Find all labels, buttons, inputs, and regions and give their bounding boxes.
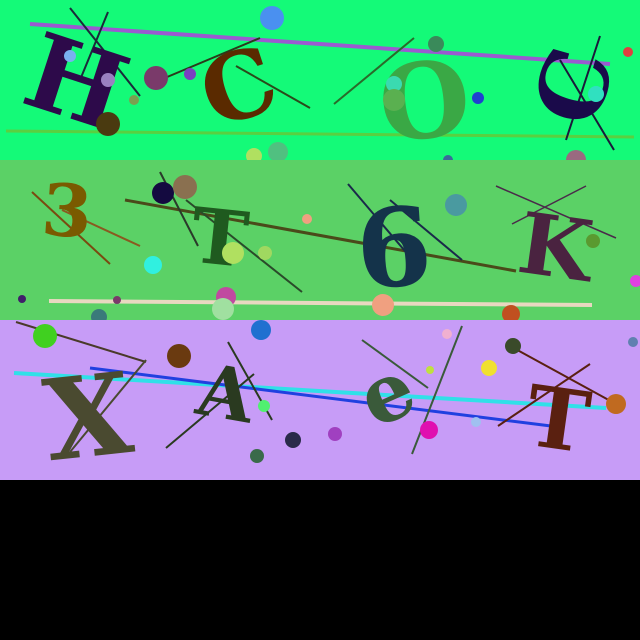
captcha-character: 3 <box>39 166 95 254</box>
noise-dot <box>630 275 640 287</box>
noise-line <box>69 7 141 97</box>
captcha-character: K <box>513 193 602 302</box>
noise-dot <box>258 400 270 412</box>
noise-dot <box>606 394 626 414</box>
noise-line <box>497 363 591 427</box>
noise-dot <box>505 338 521 354</box>
noise-dot <box>285 432 301 448</box>
noise-dot <box>144 66 168 90</box>
band-top-canvas: H C O C <box>0 0 640 160</box>
noise-dot <box>302 214 312 224</box>
noise-dot <box>129 95 139 105</box>
noise-line <box>361 339 429 389</box>
noise-line <box>13 371 607 410</box>
noise-line <box>48 299 593 307</box>
noise-line <box>347 183 417 265</box>
noise-dot <box>481 360 497 376</box>
empty-background <box>0 480 640 640</box>
captcha-band-top: H C O C <box>0 0 640 160</box>
noise-dot <box>212 298 234 320</box>
noise-dot <box>101 73 115 87</box>
noise-dot <box>420 421 438 439</box>
noise-line <box>389 199 463 261</box>
band-middle-canvas: 3 T 6 K <box>0 160 640 320</box>
noise-dot <box>268 142 288 160</box>
noise-line <box>165 373 255 449</box>
noise-dot <box>623 47 633 57</box>
noise-dot <box>96 112 120 136</box>
band-bottom-canvas: X A e T <box>0 320 640 480</box>
noise-dot <box>588 86 604 102</box>
noise-dot <box>566 150 586 160</box>
noise-dot <box>445 194 467 216</box>
captcha-character: 6 <box>352 183 436 314</box>
band-bottom-background <box>0 320 640 480</box>
captcha-character: X <box>38 348 138 480</box>
noise-line <box>509 345 617 405</box>
noise-dot <box>113 296 121 304</box>
noise-dot <box>33 324 57 348</box>
noise-dot <box>258 246 272 260</box>
noise-dot <box>173 175 197 199</box>
noise-dot <box>260 6 284 30</box>
noise-line <box>69 359 147 453</box>
noise-dot <box>586 234 600 248</box>
noise-dot <box>144 256 162 274</box>
noise-line <box>495 185 617 239</box>
noise-line <box>235 65 311 109</box>
noise-dot <box>443 155 453 160</box>
noise-line <box>79 11 109 81</box>
noise-dot <box>184 68 196 80</box>
noise-dot <box>472 92 484 104</box>
noise-line <box>411 325 463 455</box>
noise-line <box>89 366 552 428</box>
noise-line <box>124 198 517 273</box>
noise-dot <box>328 427 342 441</box>
noise-line <box>31 191 111 265</box>
noise-dot <box>372 294 394 316</box>
noise-dot <box>222 242 244 264</box>
noise-dot <box>246 148 262 160</box>
noise-line <box>333 37 415 105</box>
noise-line <box>565 35 601 141</box>
noise-line <box>61 209 141 247</box>
noise-dot <box>18 295 26 303</box>
captcha-band-middle: 3 T 6 K <box>0 160 640 320</box>
captcha-character: T <box>187 190 253 284</box>
noise-dot <box>386 76 402 92</box>
noise-dot <box>502 305 520 320</box>
captcha-character: T <box>520 366 596 473</box>
noise-dot <box>471 417 481 427</box>
noise-dot <box>250 449 264 463</box>
noise-line <box>159 37 261 81</box>
band-middle-background <box>0 160 640 320</box>
noise-line <box>511 185 587 225</box>
noise-dot <box>91 309 107 320</box>
noise-dot <box>426 366 434 374</box>
noise-dot <box>64 50 76 62</box>
noise-dot <box>167 344 191 368</box>
noise-line <box>559 59 615 151</box>
noise-dot <box>428 36 444 52</box>
captcha-band-bottom: X A e T <box>0 320 640 480</box>
noise-line <box>29 22 611 66</box>
noise-dot <box>442 329 452 339</box>
noise-dot <box>152 182 174 204</box>
noise-dot <box>628 337 638 347</box>
noise-dot <box>251 320 271 340</box>
noise-line <box>185 199 303 293</box>
noise-dot <box>383 89 405 111</box>
